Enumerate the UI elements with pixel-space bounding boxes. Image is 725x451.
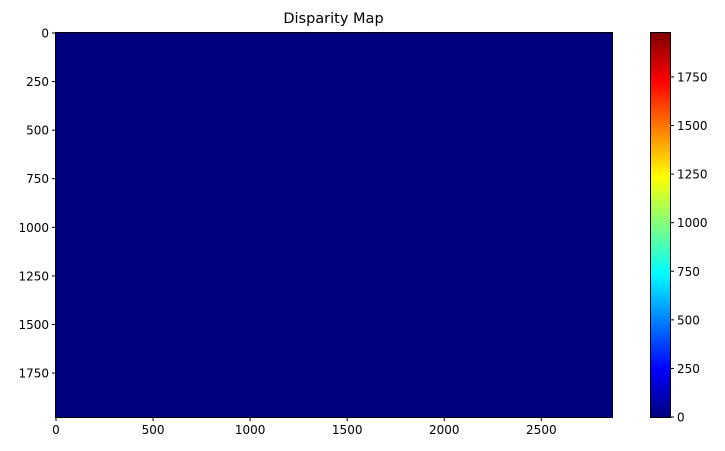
x-tick-label: 1000 xyxy=(235,423,266,437)
chart-title: Disparity Map xyxy=(283,11,383,27)
y-tick-label: 500 xyxy=(26,124,49,138)
y-tick-label: 750 xyxy=(26,172,49,186)
colorbar-axis: 0 250 500 750 1000 1250 1500 1750 xyxy=(670,70,708,425)
y-tick-label: 1250 xyxy=(18,269,49,283)
heatmap-frame xyxy=(55,32,613,418)
y-tick-label: 0 xyxy=(41,27,49,41)
colorbar-tick-label: 500 xyxy=(677,313,700,327)
colorbar xyxy=(651,33,670,417)
colorbar-tick-label: 1250 xyxy=(677,168,708,182)
y-tick-label: 1500 xyxy=(18,318,49,332)
x-tick-label: 2000 xyxy=(429,423,460,437)
colorbar-tick-label: 0 xyxy=(677,411,685,425)
x-tick-label: 1500 xyxy=(332,423,363,437)
x-axis: 0 500 1000 1500 2000 2500 xyxy=(52,417,557,437)
y-tick-label: 1750 xyxy=(18,367,49,381)
x-tick-label: 2500 xyxy=(526,423,557,437)
colorbar-tick-label: 1500 xyxy=(677,119,708,133)
x-tick-label: 500 xyxy=(142,423,165,437)
colorbar-tick-label: 250 xyxy=(677,362,700,376)
colorbar-frame xyxy=(650,32,671,418)
heatmap-image xyxy=(56,33,612,417)
y-tick-label: 250 xyxy=(26,75,49,89)
x-tick-label: 0 xyxy=(52,423,60,437)
y-axis: 0 250 500 750 1000 1250 1500 1750 xyxy=(18,27,56,381)
colorbar-tick-label: 750 xyxy=(677,265,700,279)
colorbar-tick-label: 1750 xyxy=(677,70,708,84)
colorbar-tick-label: 1000 xyxy=(677,216,708,230)
y-tick-label: 1000 xyxy=(18,221,49,235)
